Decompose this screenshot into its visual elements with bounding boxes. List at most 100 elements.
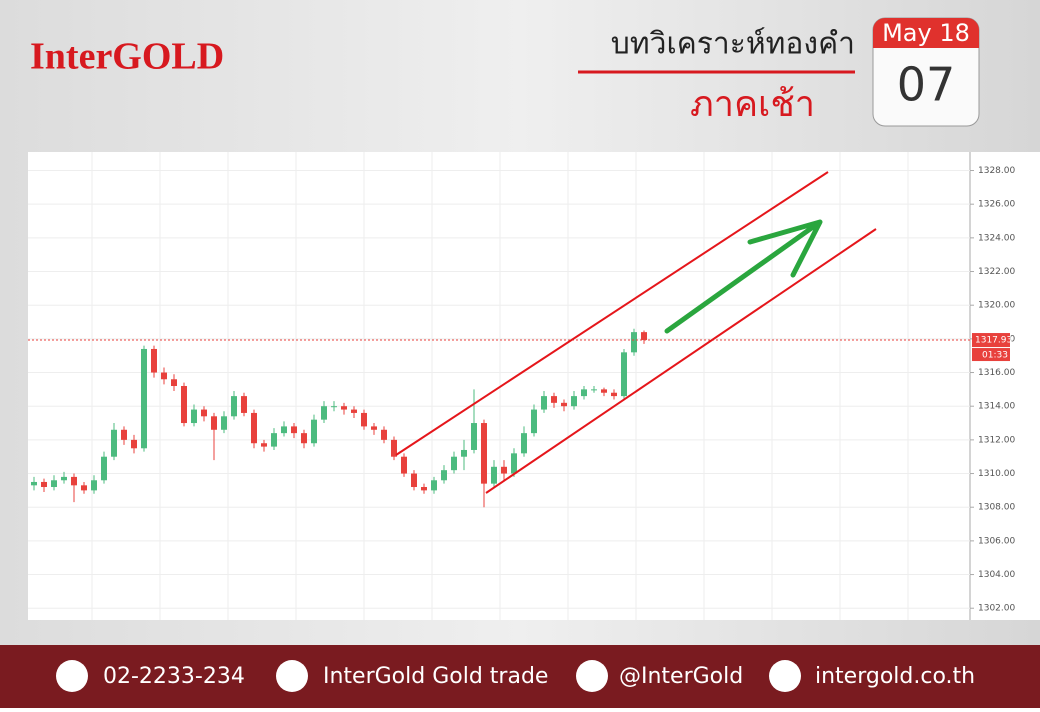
web-icon — [769, 660, 801, 692]
calendar-day: 07 — [897, 58, 956, 112]
candle-body — [621, 352, 627, 397]
candle-body — [101, 456, 107, 481]
chart-area — [28, 152, 1040, 620]
candle-body — [631, 332, 637, 353]
candle-body — [341, 406, 347, 410]
candle-body — [451, 456, 457, 471]
candle-body — [291, 426, 297, 434]
candle-body — [331, 406, 337, 408]
candle-body — [491, 466, 497, 484]
candle-body — [571, 396, 577, 407]
candle-body — [641, 332, 647, 341]
candle-body — [581, 389, 587, 397]
candle-body — [401, 456, 407, 474]
y-tick-label: 1328.00 — [978, 166, 1015, 176]
y-tick-label: 1304.00 — [978, 570, 1015, 580]
candle-body — [321, 406, 327, 420]
candle-body — [311, 419, 317, 444]
candle-body — [471, 423, 477, 450]
candle-body — [351, 409, 357, 413]
candle-body — [161, 372, 167, 380]
candle-body — [261, 443, 267, 447]
candle-body — [81, 485, 87, 491]
last-price-box — [972, 333, 1010, 348]
phone: 02-2233-234 — [103, 664, 245, 689]
candle-body — [391, 439, 397, 457]
channel-lower — [485, 228, 877, 494]
candle-body — [591, 389, 597, 391]
countdown-box — [972, 348, 1010, 362]
last-price-label: 1317.93 — [975, 336, 1012, 346]
calendar-month: May 18 — [882, 19, 970, 47]
candle-body — [601, 389, 607, 393]
y-tick-label: 1324.00 — [978, 233, 1015, 243]
y-tick-label: 1326.00 — [978, 200, 1015, 210]
candle-body — [251, 412, 257, 444]
candle-body — [411, 473, 417, 488]
trend-arrow — [664, 219, 823, 334]
facebook-icon — [276, 660, 308, 692]
candle-body — [61, 476, 67, 481]
candle-body — [141, 348, 147, 449]
candle-body — [111, 429, 117, 457]
candle-body — [441, 470, 447, 481]
candle-body — [521, 433, 527, 454]
channel-upper — [395, 171, 829, 456]
candle-body — [31, 481, 37, 486]
candle-body — [501, 466, 507, 474]
candle-body — [41, 481, 47, 488]
candle-body — [461, 449, 467, 457]
candle-body — [271, 433, 277, 447]
candle-body — [551, 396, 557, 403]
logo: InterGOLD — [30, 36, 224, 78]
candle-body — [71, 476, 77, 486]
title: บทวิเคราะห์ทองคำ — [611, 27, 855, 62]
candle-body — [481, 423, 487, 484]
y-tick-label: 1308.00 — [978, 503, 1015, 513]
candle-body — [611, 392, 617, 397]
candle-body — [241, 396, 247, 413]
subtitle: ภาคเช้า — [690, 84, 815, 125]
y-tick-label: 1302.00 — [978, 604, 1015, 614]
y-tick-label: 1316.00 — [978, 368, 1015, 378]
calendar-top — [873, 18, 979, 48]
y-tick-label: 1314.00 — [978, 402, 1015, 412]
footer — [0, 645, 1040, 708]
candle-body — [131, 439, 137, 449]
candle-body — [431, 480, 437, 491]
candle-body — [511, 453, 517, 474]
candle-body — [561, 402, 567, 407]
candle-body — [51, 480, 57, 488]
y-tick-label: 1322.00 — [978, 267, 1015, 277]
candle-body — [281, 426, 287, 434]
candle-body — [381, 429, 387, 440]
candle-body — [301, 433, 307, 444]
candle-body — [211, 416, 217, 430]
candle-body — [361, 412, 367, 427]
y-tick-label: 1306.00 — [978, 536, 1015, 546]
phone-icon — [56, 660, 88, 692]
candle-body — [181, 386, 187, 424]
candle-body — [541, 396, 547, 410]
y-tick-label: 1312.00 — [978, 435, 1015, 445]
candle-body — [171, 379, 177, 386]
candle-body — [421, 487, 427, 491]
line-id: @InterGold — [619, 664, 743, 689]
candle-body — [201, 409, 207, 417]
line-icon — [576, 660, 608, 692]
candle-body — [231, 396, 237, 417]
candle-body — [221, 416, 227, 430]
candle-body — [91, 480, 97, 491]
y-tick-label: 1310.00 — [978, 469, 1015, 479]
candle-body — [121, 429, 127, 440]
candle-body — [191, 409, 197, 424]
y-tick-label: 1320.00 — [978, 301, 1015, 311]
countdown: 01:33 — [982, 351, 1008, 361]
facebook: InterGold Gold trade — [323, 664, 548, 689]
website: intergold.co.th — [815, 664, 975, 689]
candle-body — [531, 409, 537, 434]
candle-body — [371, 426, 377, 430]
candle-body — [151, 348, 157, 373]
